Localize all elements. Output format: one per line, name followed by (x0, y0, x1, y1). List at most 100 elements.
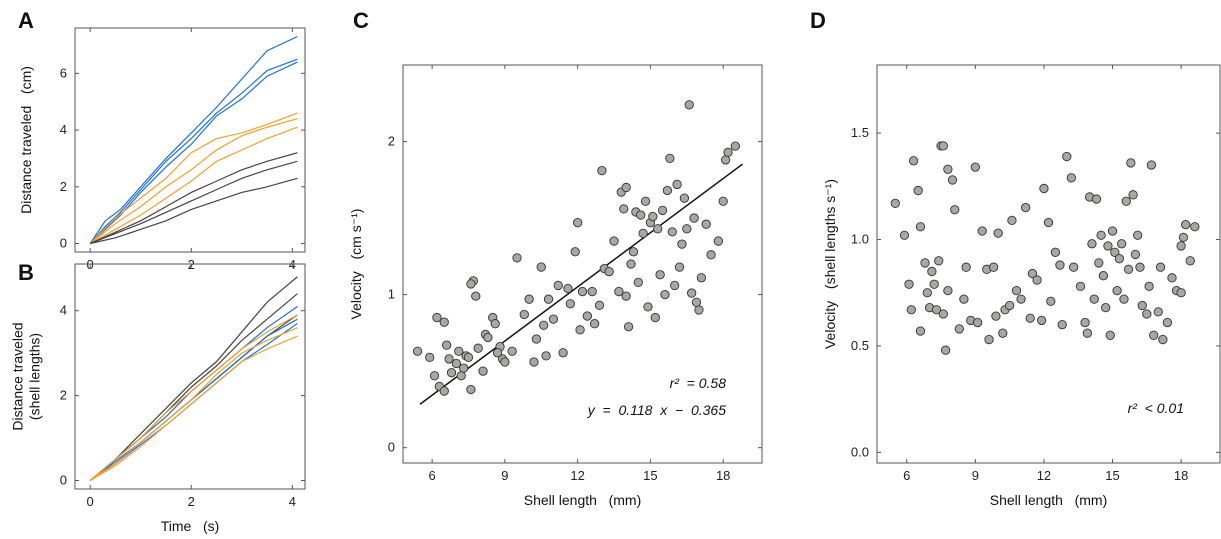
data-point (682, 224, 692, 234)
data-point (478, 366, 488, 376)
series-line (89, 160, 298, 245)
x-tick-label: 18 (716, 468, 730, 483)
data-point (439, 386, 449, 396)
data-point (977, 226, 987, 236)
data-point (723, 147, 733, 157)
data-point (539, 320, 549, 330)
data-point (553, 280, 563, 291)
data-point (927, 266, 937, 277)
data-point (993, 228, 1003, 238)
y-tick-label: 0.0 (851, 444, 869, 459)
series-line (89, 327, 298, 482)
data-point (594, 300, 605, 310)
data-point (1082, 328, 1093, 338)
data-point (950, 205, 960, 215)
series-line (89, 152, 298, 245)
data-point (1080, 317, 1090, 328)
y-axis-label: Distance traveled (cm) (18, 66, 34, 214)
data-point (609, 236, 619, 246)
data-point (425, 352, 435, 363)
series-line (89, 58, 298, 244)
data-point (1094, 258, 1104, 268)
series-line (89, 335, 298, 482)
data-point (1155, 262, 1166, 272)
data-point (621, 182, 631, 193)
data-point (512, 253, 522, 263)
data-point (582, 311, 593, 321)
data-point (1178, 232, 1189, 243)
data-point (565, 299, 576, 309)
data-point (998, 328, 1008, 338)
data-point (466, 279, 476, 289)
data-point (1011, 285, 1022, 296)
data-point (947, 175, 958, 185)
data-point (662, 185, 673, 196)
data-point (597, 165, 607, 176)
panel-label-d: D (810, 8, 826, 33)
data-point (444, 354, 454, 364)
stat-annotation: r² < 0.01 (1128, 400, 1184, 416)
data-point (636, 210, 646, 220)
data-point (604, 267, 614, 277)
data-point (1114, 254, 1125, 264)
data-point (463, 352, 474, 363)
data-point (519, 309, 529, 320)
series-line (89, 112, 298, 244)
data-point (1091, 194, 1102, 204)
data-point (1117, 239, 1127, 249)
data-point (922, 288, 932, 298)
data-point (490, 319, 500, 329)
data-point (1185, 256, 1195, 266)
x-tick-label: 12 (1037, 468, 1051, 483)
data-point (1027, 268, 1038, 279)
x-tick-label: 15 (643, 468, 657, 483)
y-tick-label: 2 (60, 388, 67, 403)
data-point (1190, 222, 1200, 232)
data-point (1107, 226, 1118, 236)
data-point (691, 297, 702, 307)
data-point (706, 250, 716, 260)
data-point (1176, 288, 1186, 298)
data-point (1105, 330, 1115, 340)
y-tick-label: 2 (388, 134, 395, 149)
series-line (89, 126, 298, 245)
series-line (89, 318, 298, 481)
y-tick-label: 6 (60, 65, 67, 80)
data-point (672, 179, 682, 190)
data-point (558, 348, 568, 358)
y-tick-label: 0 (388, 440, 395, 455)
series-line (90, 177, 298, 245)
data-point (640, 196, 651, 206)
data-point (471, 291, 481, 301)
y-axis-label: (shell lengths) (27, 333, 43, 420)
data-point (988, 262, 999, 272)
data-point (572, 218, 583, 228)
series-line (89, 314, 298, 481)
plot-frame (402, 64, 763, 464)
x-tick-label: 18 (1174, 468, 1188, 483)
data-point (1142, 309, 1152, 319)
x-tick-label: 0 (87, 494, 94, 509)
data-point (1050, 247, 1061, 257)
data-point (575, 325, 585, 335)
data-point (1119, 294, 1129, 304)
x-axis-label: Time (s) (161, 518, 220, 534)
data-point (1128, 190, 1138, 200)
data-point (577, 286, 588, 297)
data-point (1126, 158, 1136, 168)
data-point (621, 291, 631, 301)
data-point (906, 305, 916, 315)
y-tick-label: 4 (60, 122, 67, 137)
series-line (89, 293, 298, 481)
data-point (1069, 262, 1079, 272)
data-point (657, 205, 668, 216)
y-tick-label: 0 (60, 235, 67, 250)
data-point (713, 236, 723, 246)
data-point (972, 317, 983, 328)
series-line (89, 35, 298, 244)
data-point (456, 371, 466, 381)
data-point (1025, 313, 1035, 323)
data-point (938, 309, 948, 319)
